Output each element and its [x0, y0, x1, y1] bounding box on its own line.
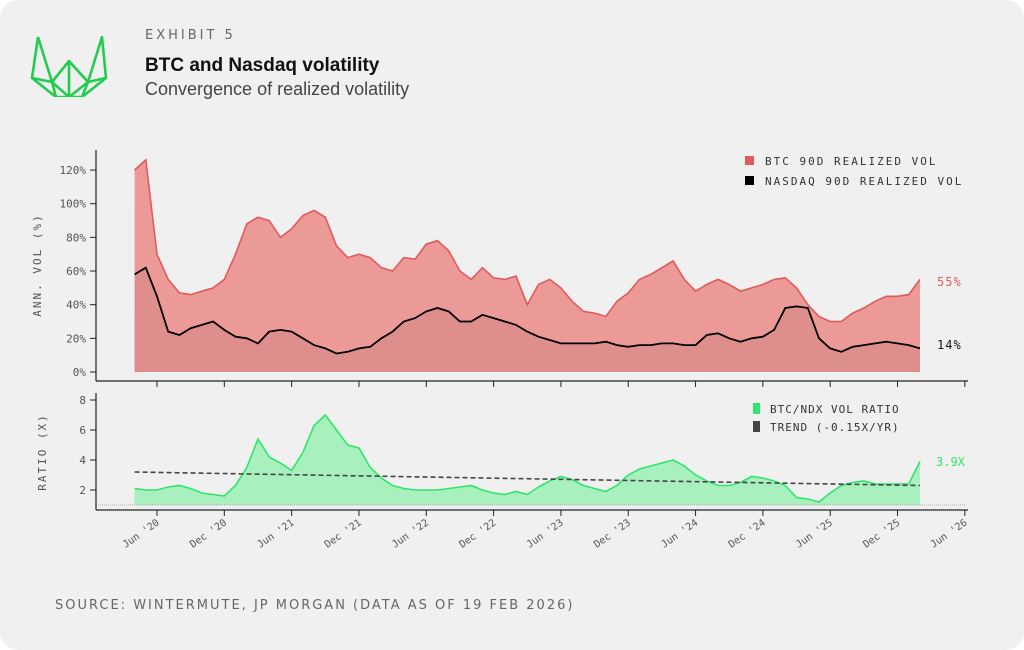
source-note: SOURCE: WINTERMUTE, JP MORGAN (DATA AS O… — [55, 598, 575, 613]
legend-trend: TREND (-0.15X/YR) — [770, 421, 900, 434]
legend-swatch-trend — [753, 421, 760, 432]
legend-swatch-btc — [745, 156, 754, 165]
top-y-tick-label: 60% — [66, 265, 86, 278]
x-tick-label: Dec '24 — [727, 517, 768, 550]
x-tick-label: Jun '25 — [794, 517, 835, 550]
x-tick-label: Dec '25 — [861, 517, 902, 550]
ndx-line — [134, 266, 921, 355]
legend-ndx: NASDAQ 90D REALIZED VOL — [765, 175, 963, 188]
trend-line — [134, 471, 920, 487]
ratio-area — [134, 415, 920, 505]
ndx-end-label: 14% — [937, 338, 962, 352]
x-tick-label: Jun '24 — [659, 517, 700, 550]
btc-end-label: 55% — [937, 275, 962, 289]
x-tick-label: Dec '22 — [457, 517, 498, 550]
wintermute-logo-icon — [30, 35, 108, 97]
ratio-end-label: 3.9X — [936, 455, 966, 469]
x-tick-label: Dec '21 — [323, 517, 364, 550]
x-tick-label: Jun '20 — [121, 517, 162, 550]
x-tick-label: Jun '23 — [525, 517, 566, 550]
top-y-tick-label: 100% — [60, 198, 87, 211]
bottom-y-tick-label: 2 — [79, 484, 86, 497]
ndx-area — [134, 267, 920, 372]
bottom-y-tick-label: 6 — [79, 424, 86, 437]
btc-line — [134, 158, 921, 323]
legend-btc: BTC 90D REALIZED VOL — [765, 155, 937, 168]
x-tick-label: Jun '21 — [256, 517, 297, 550]
bottom-y-axis-label: RATIO (X) — [36, 413, 49, 491]
bottom-y-tick-label: 4 — [79, 454, 86, 467]
top-y-tick-label: 80% — [66, 231, 86, 244]
top-y-axis-label: ANN. VOL (%) — [31, 213, 44, 316]
top-y-tick-label: 40% — [66, 299, 86, 312]
btc-area — [134, 159, 920, 372]
legend-swatch-ndx — [745, 176, 754, 185]
top-y-tick-label: 0% — [73, 366, 87, 379]
chart-title: BTC and Nasdaq volatility — [145, 55, 380, 76]
x-tick-label: Jun '26 — [929, 517, 970, 550]
exhibit-label: EXHIBIT 5 — [145, 28, 236, 43]
x-tick-label: Dec '20 — [188, 517, 229, 550]
top-y-tick-label: 20% — [66, 332, 86, 345]
legend-swatch-ratio — [753, 403, 760, 414]
chart-subtitle: Convergence of realized volatility — [145, 79, 410, 99]
top-y-tick-label: 120% — [60, 164, 87, 177]
bottom-y-tick-label: 8 — [79, 394, 86, 407]
x-tick-label: Dec '23 — [592, 517, 633, 550]
ratio-line — [134, 413, 921, 503]
x-tick-label: Jun '22 — [390, 517, 431, 550]
legend-ratio: BTC/NDX VOL RATIO — [770, 403, 900, 416]
